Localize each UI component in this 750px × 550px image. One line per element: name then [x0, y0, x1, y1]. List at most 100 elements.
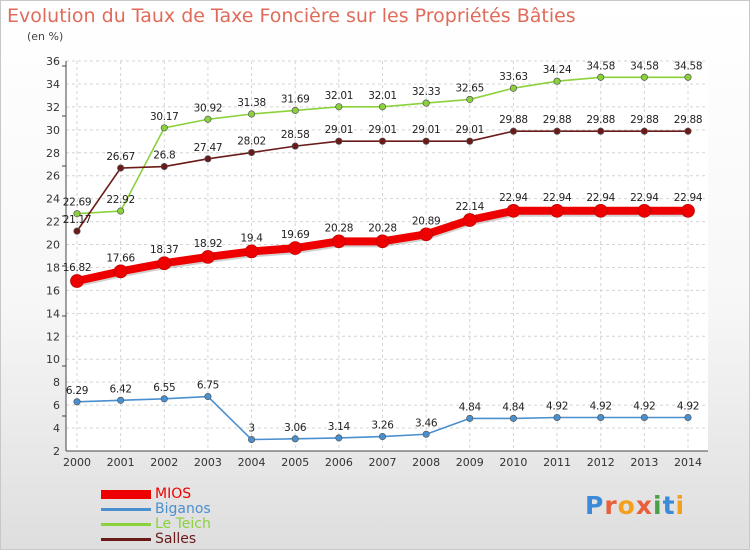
data-label-biganos: 3.26: [371, 420, 394, 432]
legend-swatch-biganos: [101, 508, 151, 511]
data-point-le-teich: [291, 106, 299, 114]
data-label-mios: 18.92: [194, 238, 223, 250]
data-point-le-teich: [117, 207, 125, 215]
data-label-biganos: 3: [248, 423, 254, 435]
data-label-le-teich: 32.33: [412, 86, 441, 98]
data-label-mios: 16.82: [63, 262, 92, 274]
x-tick-label: 2012: [587, 456, 615, 469]
data-point-le-teich: [640, 73, 648, 81]
data-label-mios: 22.94: [630, 192, 659, 204]
data-point-salles: [597, 127, 605, 135]
data-label-le-teich: 30.17: [150, 111, 179, 123]
data-label-le-teich: 34.58: [586, 60, 615, 72]
data-label-biganos: 6.42: [110, 383, 132, 395]
data-label-salles: 21.17: [63, 214, 92, 226]
data-label-biganos: 4.92: [590, 401, 612, 413]
y-tick-label: 18: [46, 261, 60, 274]
data-point-le-teich: [553, 77, 561, 85]
x-tick-label: 2011: [543, 456, 571, 469]
y-tick-label: 10: [46, 353, 60, 366]
data-point-salles: [73, 227, 81, 235]
data-point-biganos: [160, 395, 168, 403]
data-label-biganos: 4.92: [546, 401, 568, 413]
y-tick-label: 34: [46, 78, 60, 91]
y-tick-label: 16: [46, 284, 60, 297]
x-tick-label: 2001: [107, 456, 135, 469]
legend-swatch-salles: [101, 538, 151, 541]
data-point-mios: [332, 234, 346, 249]
data-label-biganos: 4.92: [633, 401, 655, 413]
logo-letter: i: [653, 491, 663, 520]
logo-letter: t: [662, 491, 676, 520]
data-label-le-teich: 22.92: [106, 194, 135, 206]
data-point-salles: [684, 127, 692, 135]
y-tick-label: 36: [46, 55, 60, 68]
data-point-biganos: [466, 414, 474, 422]
data-point-biganos: [640, 413, 648, 422]
y-tick-label: 2: [53, 445, 60, 458]
data-point-le-teich: [422, 99, 430, 107]
data-point-biganos: [335, 434, 343, 442]
data-point-mios: [637, 203, 652, 218]
y-tick-label: 24: [46, 193, 60, 206]
data-label-le-teich: 31.69: [281, 93, 310, 105]
y-tick-label: 30: [46, 124, 60, 137]
data-point-biganos: [291, 435, 299, 443]
legend-label-salles: Salles: [155, 531, 197, 547]
data-point-biganos: [73, 398, 81, 406]
y-tick-label: 28: [46, 147, 60, 160]
data-point-le-teich: [248, 110, 256, 118]
data-point-salles: [466, 137, 474, 145]
legend-swatch-le-teich: [101, 523, 151, 526]
data-point-salles: [160, 162, 168, 171]
data-label-mios: 18.37: [150, 244, 179, 256]
data-point-mios: [506, 203, 521, 218]
data-label-mios: 20.28: [325, 222, 354, 234]
data-label-mios: 22.94: [499, 192, 528, 204]
data-point-mios: [201, 250, 215, 264]
data-label-mios: 17.66: [106, 252, 135, 264]
data-label-mios: 19.69: [281, 229, 310, 241]
data-point-mios: [113, 264, 128, 279]
data-point-biganos: [204, 392, 212, 401]
data-label-le-teich: 32.01: [325, 90, 354, 102]
logo-letter: x: [635, 491, 653, 520]
data-label-biganos: 4.92: [677, 401, 699, 413]
data-label-biganos: 3.14: [328, 421, 351, 433]
data-label-salles: 26.8: [153, 150, 175, 162]
data-label-mios: 19.4: [240, 232, 263, 244]
data-label-salles: 29.01: [368, 124, 397, 136]
data-point-biganos: [248, 435, 256, 444]
x-tick-label: 2000: [63, 456, 91, 469]
data-label-salles: 29.88: [586, 114, 615, 126]
logo-letter: r: [604, 491, 618, 520]
data-label-salles: 29.88: [630, 114, 659, 126]
x-tick-label: 2009: [456, 456, 484, 469]
data-point-mios: [550, 203, 564, 218]
data-point-biganos: [597, 413, 605, 422]
legend-label-mios: MIOS: [155, 486, 192, 502]
data-label-salles: 26.67: [106, 151, 135, 163]
y-tick-label: 32: [46, 101, 60, 114]
y-tick-label: 4: [53, 422, 60, 435]
logo-letter: P: [585, 491, 605, 520]
data-point-salles: [291, 142, 299, 150]
data-point-le-teich: [73, 210, 81, 218]
data-point-le-teich: [684, 73, 692, 81]
logo-letter: o: [617, 491, 636, 520]
x-tick-label: 2004: [238, 456, 266, 469]
data-label-mios: 20.28: [368, 222, 397, 234]
x-tick-label: 2010: [499, 456, 527, 469]
x-tick-label: 2003: [194, 456, 222, 469]
data-point-salles: [509, 127, 517, 135]
x-tick-label: 2007: [369, 456, 397, 469]
data-point-salles: [553, 127, 561, 135]
data-point-mios: [288, 241, 303, 255]
data-point-salles: [378, 137, 387, 145]
data-label-le-teich: 30.92: [194, 102, 223, 114]
data-label-le-teich: 32.65: [456, 82, 485, 94]
x-tick-label: 2008: [412, 456, 440, 469]
legend-swatch-mios: [101, 490, 151, 499]
x-tick-label: 2006: [325, 456, 353, 469]
